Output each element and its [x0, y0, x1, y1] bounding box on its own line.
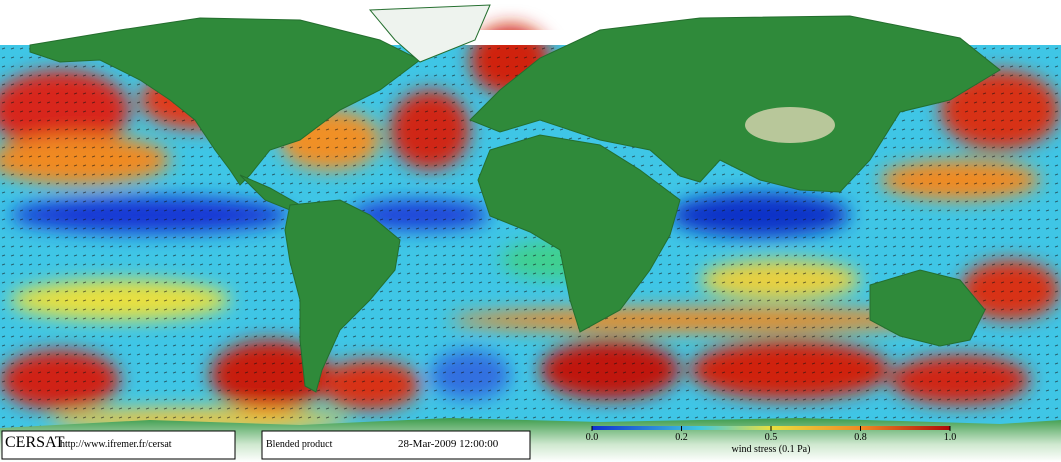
colorbar-label: wind stress (0.1 Pa): [732, 444, 811, 455]
brand-box: [1, 430, 236, 460]
url: http://www.ifremer.fr/cersat: [60, 439, 172, 450]
colorbar-tick-label: 0.8: [854, 432, 867, 443]
colorbar-tick-label: 0.2: [675, 432, 688, 443]
product: Blended product: [266, 439, 333, 450]
colorbar-tick-label: 0.5: [765, 432, 778, 443]
timestamp: 28-Mar-2009 12:00:00: [398, 438, 499, 450]
brand: CERSAT: [5, 434, 65, 451]
land: [0, 4, 1061, 462]
colorbar-tick-label: 1.0: [944, 432, 957, 443]
product-box: [261, 430, 531, 460]
footer: CERSAT http://www.ifremer.fr/cersat Blen…: [1, 430, 531, 460]
colorbar-tick-label: 0.0: [586, 432, 599, 443]
colorbar: wind stress (0.1 Pa) 0.0 0.2 0.5 0.8 1.0: [586, 426, 957, 455]
